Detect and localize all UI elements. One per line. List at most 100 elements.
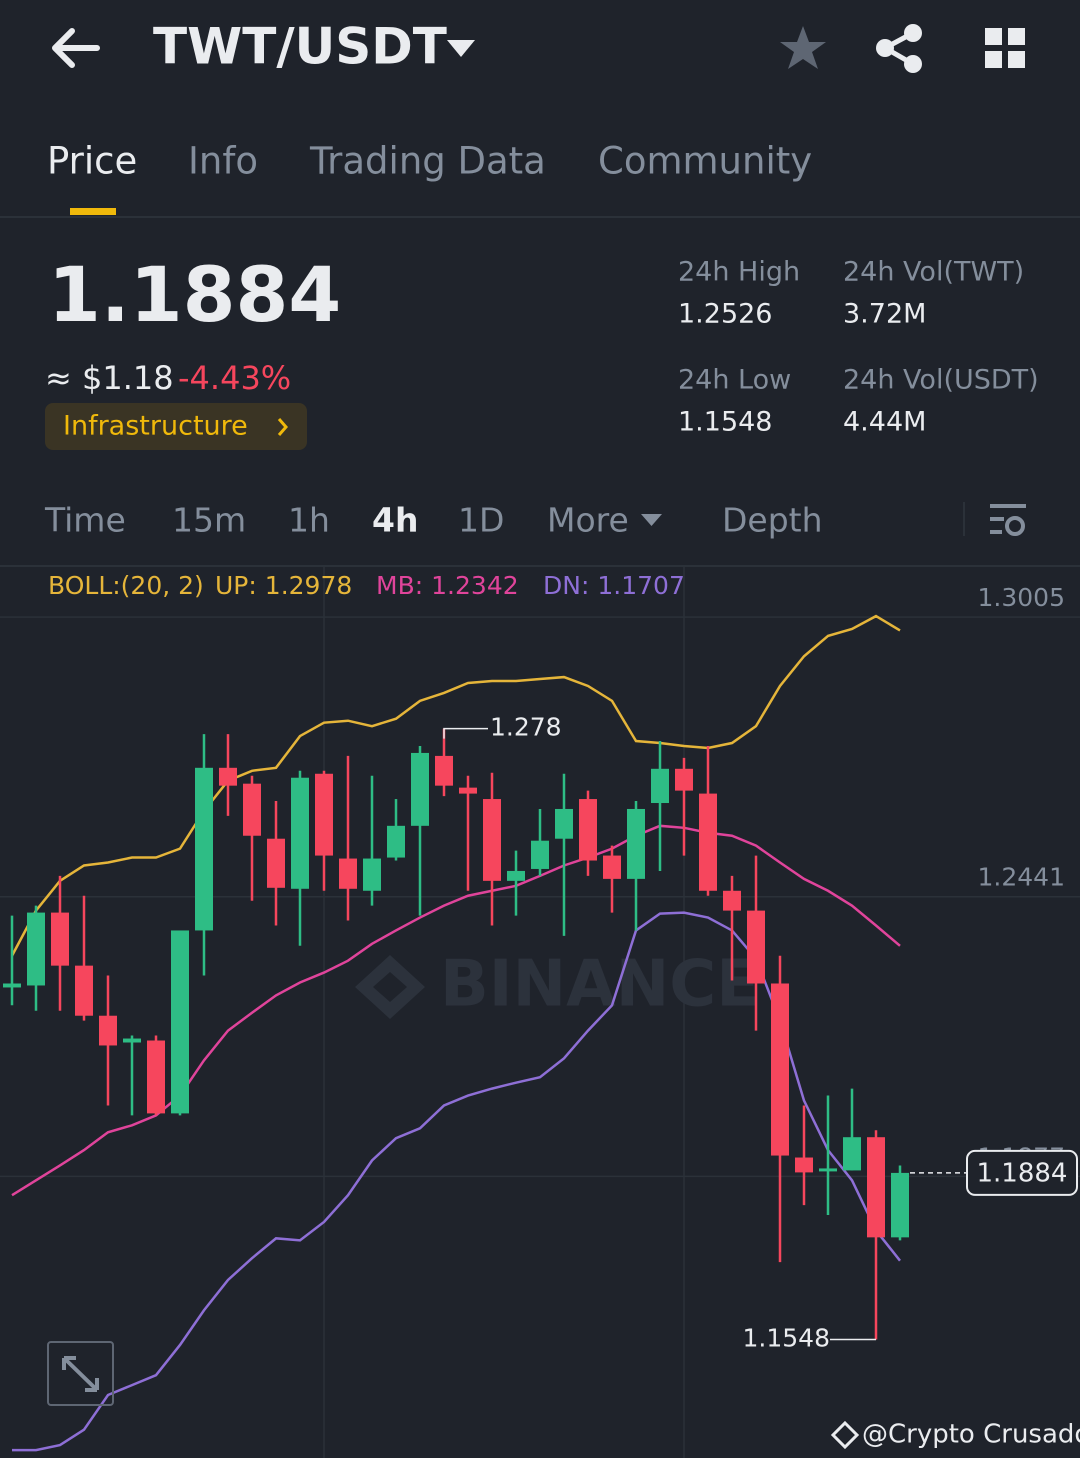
legend-entry: DN: 1.1707 — [543, 571, 685, 600]
y-tick-label: 1.3005 — [978, 583, 1065, 612]
candle-body — [51, 912, 69, 966]
watermark-text: BINANCE — [440, 948, 760, 1022]
pair-title[interactable]: TWT/USDT — [153, 18, 447, 76]
candle-body — [867, 1137, 885, 1238]
favorite-icon[interactable] — [780, 26, 826, 69]
candle-body — [819, 1168, 837, 1172]
tag-chevron — [277, 418, 288, 436]
candle-body — [699, 793, 717, 891]
candle-body — [387, 825, 405, 858]
candle-body — [123, 1038, 141, 1043]
credit-logo — [830, 1420, 860, 1450]
candle-body — [3, 983, 21, 988]
candle-body — [507, 870, 525, 881]
price-tag — [966, 1149, 1078, 1196]
grid-cell — [1008, 51, 1025, 68]
legend-value: 1.2342 — [431, 571, 518, 600]
candle-body — [75, 965, 93, 1016]
legend-entry: MB: 1.2342 — [376, 571, 519, 600]
high-label: 1.278 — [490, 713, 562, 742]
stat-label: 24h Vol(USDT) — [843, 365, 1039, 396]
candle-body — [363, 858, 381, 891]
legend-value: 1.2978 — [265, 571, 352, 600]
tab[interactable]: Info — [188, 140, 258, 183]
stat-value: 1.1548 — [678, 407, 772, 438]
tab[interactable]: Trading Data — [309, 140, 546, 183]
candle-body — [411, 752, 429, 826]
timeframe[interactable]: 15m — [172, 501, 246, 540]
candle-body — [267, 838, 285, 888]
watermark-logo — [355, 955, 425, 1019]
tag-label[interactable]: Infrastructure — [63, 411, 248, 442]
share-icon[interactable] — [876, 24, 922, 73]
legend-name: MB: — [376, 571, 423, 600]
candle-body — [291, 777, 309, 889]
legend-entry: UP: 1.2978 — [215, 571, 352, 600]
candle-body — [531, 840, 549, 869]
more-dropdown — [641, 514, 662, 526]
candle-body — [843, 1137, 861, 1171]
chart-settings-icon[interactable] — [990, 504, 1026, 536]
candle-body — [459, 787, 477, 794]
timeframe-active[interactable]: 4h — [372, 501, 418, 540]
share-lines — [879, 30, 915, 67]
timeframe[interactable]: 1D — [458, 501, 504, 540]
candle-body — [219, 767, 237, 786]
divider — [0, 216, 1080, 218]
tab-indicator — [70, 208, 116, 215]
high-pointer — [443, 727, 488, 739]
candle-body — [651, 768, 669, 804]
candle-body — [99, 1015, 117, 1046]
y-tick-label: 1.2441 — [978, 863, 1065, 892]
candle-body — [171, 930, 189, 1114]
candle-body — [627, 808, 645, 879]
grid-menu-icon[interactable] — [985, 28, 1025, 68]
grid-cell — [985, 28, 1002, 45]
last-price: 1.1884 — [48, 250, 341, 339]
grid-cell — [985, 51, 1002, 68]
timeframe-more[interactable]: More — [547, 501, 629, 540]
candle-body — [747, 910, 765, 984]
back-button[interactable] — [52, 28, 100, 68]
timeframe[interactable]: Time — [44, 501, 126, 540]
indicator-label: BOLL:(20, 2) — [48, 571, 204, 600]
timeframe[interactable]: 1h — [288, 501, 330, 540]
candle-body — [675, 768, 693, 791]
back-arrow — [52, 28, 100, 68]
candle-body — [603, 855, 621, 879]
grid-cell — [1008, 28, 1025, 45]
pair-dropdown[interactable] — [447, 40, 475, 57]
settings-lines — [990, 504, 1026, 534]
candle-body — [315, 773, 333, 856]
candle-body — [795, 1157, 813, 1173]
divider — [0, 565, 1080, 567]
price-change: -4.43% — [178, 359, 291, 397]
legend-name: DN: — [543, 571, 589, 600]
candle-body — [555, 808, 573, 839]
candle-body — [435, 755, 453, 786]
expand-icon — [62, 1356, 99, 1392]
price-tag-label: 1.1884 — [977, 1158, 1068, 1188]
tab[interactable]: Community — [598, 140, 812, 183]
candle-body — [27, 912, 45, 986]
candle-body — [243, 783, 261, 836]
separator — [963, 502, 965, 536]
legend: UP: 1.2978 MB: 1.2342 DN: 1.1707 — [215, 571, 685, 600]
legend-name: UP: — [215, 571, 257, 600]
depth-tab[interactable]: Depth — [722, 501, 823, 540]
stat-label: 24h Low — [678, 365, 791, 396]
tag-chip[interactable] — [45, 403, 307, 450]
tab[interactable]: Price — [47, 140, 137, 183]
credit: @Crypto Crusador — [862, 1420, 1080, 1450]
stat-label: 24h Vol(TWT) — [843, 257, 1024, 288]
candle-body — [771, 983, 789, 1156]
stat-value: 4.44M — [843, 407, 926, 438]
approx-price: ≈ $1.18 — [45, 359, 174, 397]
low-label: 1.1548 — [743, 1323, 830, 1352]
candle-body — [195, 767, 213, 931]
expand-button[interactable] — [47, 1341, 114, 1406]
stat-value: 1.2526 — [678, 299, 772, 330]
settings-gear — [1005, 516, 1025, 536]
